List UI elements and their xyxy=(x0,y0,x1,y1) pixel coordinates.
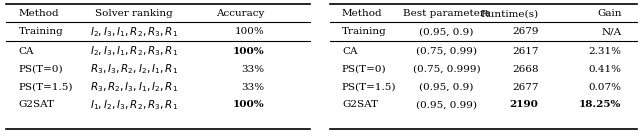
Text: $I_1, I_2, I_3, R_2, R_3, R_1$: $I_1, I_2, I_3, R_2, R_3, R_1$ xyxy=(90,98,178,112)
Text: CA: CA xyxy=(19,47,34,56)
Text: N/A: N/A xyxy=(602,27,621,36)
Text: G2SAT: G2SAT xyxy=(342,100,378,109)
Text: Accuracy: Accuracy xyxy=(216,9,265,18)
Text: G2SAT: G2SAT xyxy=(19,100,54,109)
Text: PS(T=1.5): PS(T=1.5) xyxy=(342,83,396,92)
Text: (0.75, 0.99): (0.75, 0.99) xyxy=(416,47,477,56)
Text: 100%: 100% xyxy=(233,47,265,56)
Text: Method: Method xyxy=(19,9,59,18)
Text: Training: Training xyxy=(19,27,63,36)
Text: 33%: 33% xyxy=(242,83,265,92)
Text: 33%: 33% xyxy=(242,65,265,74)
Text: 2677: 2677 xyxy=(512,83,538,92)
Text: Training: Training xyxy=(342,27,387,36)
Text: Solver ranking: Solver ranking xyxy=(95,9,173,18)
Text: (0.95, 0.99): (0.95, 0.99) xyxy=(416,100,477,109)
Text: 2617: 2617 xyxy=(512,47,538,56)
Text: 2.31%: 2.31% xyxy=(588,47,621,56)
Text: 0.07%: 0.07% xyxy=(588,83,621,92)
Text: 100%: 100% xyxy=(235,27,265,36)
Text: 2668: 2668 xyxy=(512,65,538,74)
Text: 18.25%: 18.25% xyxy=(579,100,621,109)
Text: PS(T=0): PS(T=0) xyxy=(19,65,63,74)
Text: (0.95, 0.9): (0.95, 0.9) xyxy=(419,27,474,36)
Text: $I_2, I_3, I_1, R_2, R_3, R_1$: $I_2, I_3, I_1, R_2, R_3, R_1$ xyxy=(90,25,178,39)
Text: $R_3, I_3, R_2, I_2, I_1, R_1$: $R_3, I_3, R_2, I_2, I_1, R_1$ xyxy=(90,62,178,76)
Text: 0.41%: 0.41% xyxy=(588,65,621,74)
Text: $R_3, R_2, I_3, I_1, I_2, R_1$: $R_3, R_2, I_3, I_1, I_2, R_1$ xyxy=(90,80,178,94)
Text: (0.95, 0.9): (0.95, 0.9) xyxy=(419,83,474,92)
Text: 100%: 100% xyxy=(233,100,265,109)
Text: PS(T=1.5): PS(T=1.5) xyxy=(19,83,73,92)
Text: 2679: 2679 xyxy=(512,27,538,36)
Text: $I_2, I_3, I_1, R_2, R_3, R_1$: $I_2, I_3, I_1, R_2, R_3, R_1$ xyxy=(90,44,178,58)
Text: Method: Method xyxy=(342,9,383,18)
Text: 2190: 2190 xyxy=(509,100,538,109)
Text: Gain: Gain xyxy=(597,9,621,18)
Text: Best parameters: Best parameters xyxy=(403,9,490,18)
Text: (0.75, 0.999): (0.75, 0.999) xyxy=(413,65,480,74)
Text: Runtime(s): Runtime(s) xyxy=(481,9,538,18)
Text: CA: CA xyxy=(342,47,357,56)
Text: PS(T=0): PS(T=0) xyxy=(342,65,387,74)
